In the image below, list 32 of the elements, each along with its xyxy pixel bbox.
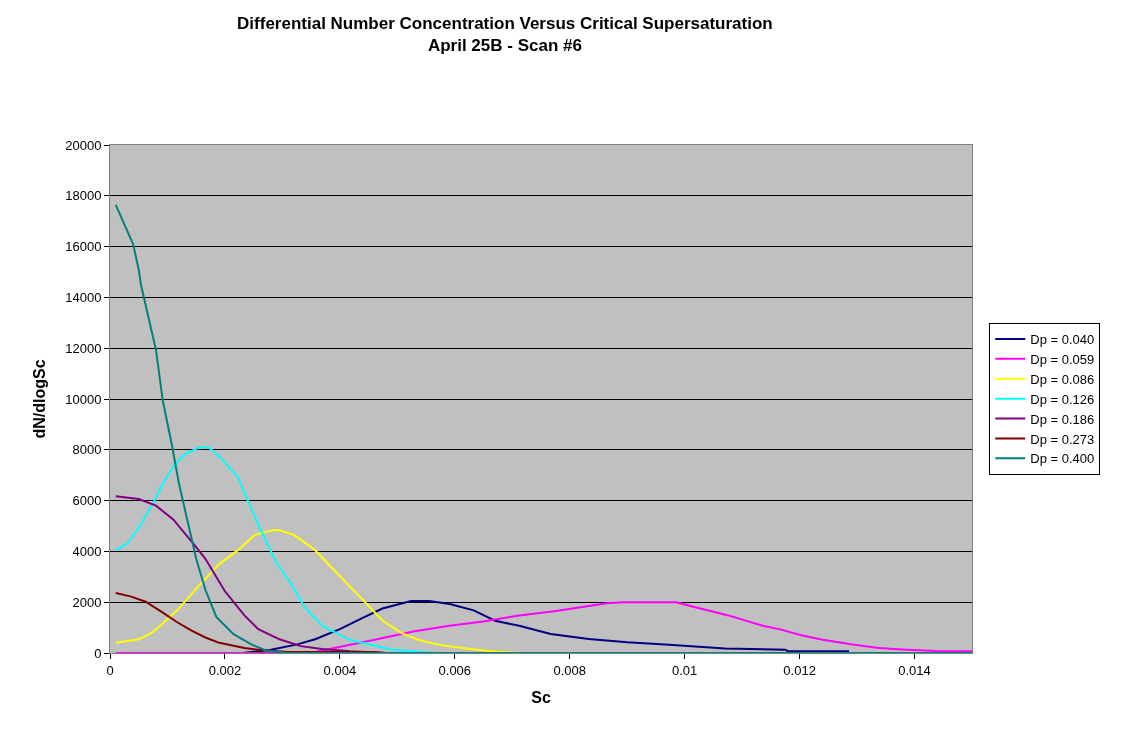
chart-subtitle: April 25B - Scan #6 [427, 36, 582, 56]
x-tick-label: 0.012 [783, 662, 816, 678]
y-tick-label: 16000 [65, 239, 102, 255]
x-tick-label: 0 [106, 662, 114, 678]
line-series [114, 601, 972, 653]
chart-title: Differential Number Concentration Versus Critical Supersaturation [237, 14, 773, 34]
x-tick-label: 0.006 [438, 662, 472, 678]
legend-label: Dp = 0.059 [1030, 351, 1095, 367]
x-tick-label: 0.01 [672, 662, 698, 678]
y-tick-label: 8000 [72, 442, 102, 458]
y-tick-label: 14000 [65, 289, 102, 305]
y-tick-label: 0 [94, 645, 102, 661]
y-tick-label: 20000 [65, 137, 102, 153]
x-tick-label: 0.008 [553, 662, 586, 678]
y-axis-title: dN/dlogSc [31, 359, 49, 439]
y-tick-label: 2000 [72, 594, 102, 610]
x-tick-label: 0.004 [323, 662, 357, 678]
legend-label: Dp = 0.040 [1030, 332, 1095, 348]
legend-label: Dp = 0.186 [1030, 411, 1095, 427]
legend-label: Dp = 0.400 [1030, 451, 1095, 467]
x-tick-label: 0.002 [208, 662, 242, 678]
y-tick-label: 12000 [65, 340, 102, 356]
x-tick-label: 0.014 [898, 662, 931, 678]
y-tick-label: 6000 [72, 493, 102, 509]
line-series [114, 203, 972, 653]
legend-label: Dp = 0.126 [1030, 391, 1095, 407]
legend-label: Dp = 0.273 [1030, 431, 1095, 447]
y-tick-label: 10000 [65, 391, 102, 407]
legend-label: Dp = 0.086 [1030, 371, 1095, 387]
y-tick-label: 18000 [65, 188, 102, 204]
x-axis-title: Sc [531, 689, 551, 707]
y-tick-label: 4000 [72, 543, 102, 559]
